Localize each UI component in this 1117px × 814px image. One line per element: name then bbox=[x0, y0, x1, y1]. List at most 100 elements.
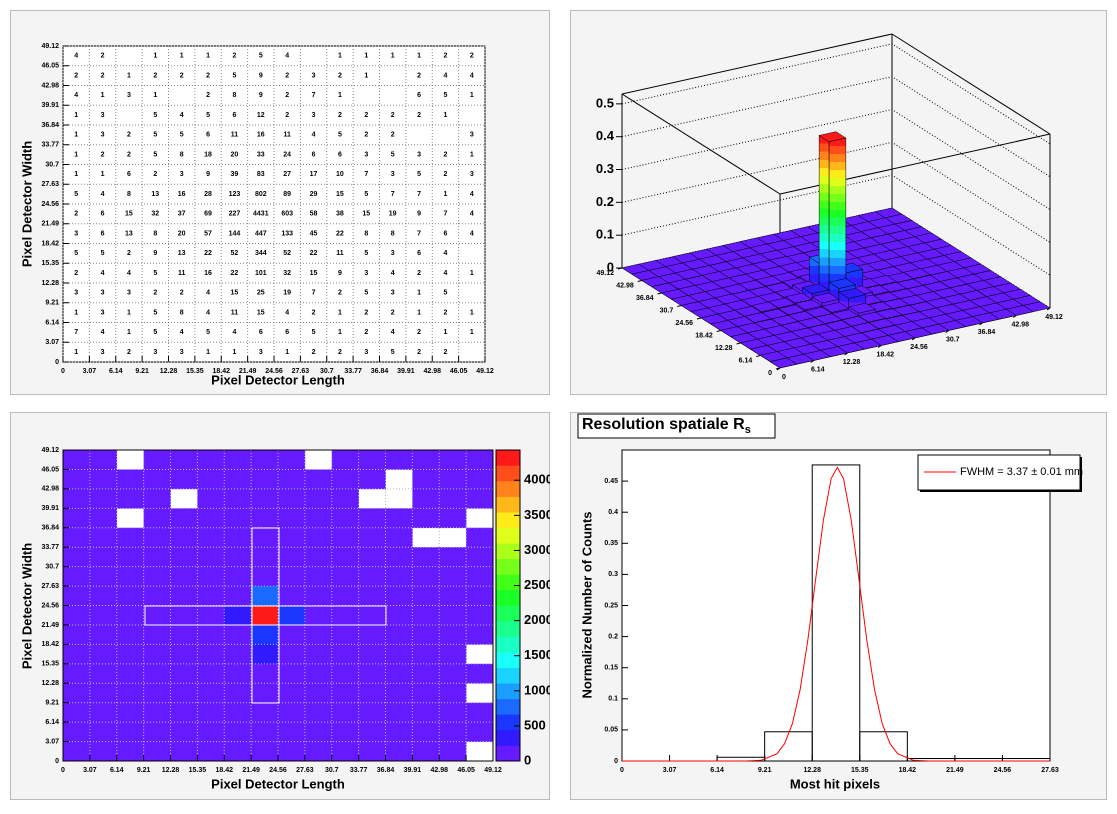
heatmap-cell bbox=[304, 508, 333, 529]
colorbar-band bbox=[496, 496, 520, 513]
x-tick-label: 30.7 bbox=[325, 767, 339, 774]
cell-value: 2 bbox=[391, 132, 395, 139]
cell-value: 4 bbox=[180, 329, 184, 336]
x-tick-label: 18.42 bbox=[215, 767, 233, 774]
heatmap-cell bbox=[63, 527, 91, 548]
heatmap-cell bbox=[116, 683, 144, 703]
x-tick-label: 33.77 bbox=[344, 368, 362, 375]
colorbar-band bbox=[496, 698, 520, 715]
x-tick-label: 6.14 bbox=[110, 767, 124, 774]
cell-value: 4 bbox=[127, 270, 131, 277]
cell-value: 1 bbox=[470, 270, 474, 277]
colorbar-tick-label: 1000 bbox=[524, 682, 553, 697]
y-tick-label: 15.35 bbox=[41, 661, 59, 668]
heatmap-cell bbox=[278, 741, 306, 762]
cell-value: 1 bbox=[338, 329, 342, 336]
y-tick-label: 12.28 bbox=[41, 280, 59, 287]
cell-value: 1 bbox=[101, 171, 105, 178]
heatmap-cell bbox=[304, 586, 333, 606]
cell-value: 2 bbox=[74, 270, 78, 277]
colorbar-tick-label: 2000 bbox=[524, 612, 553, 627]
heatmap-cell bbox=[170, 702, 198, 723]
cell-value: 2 bbox=[312, 309, 316, 316]
cell-value: 4 bbox=[470, 72, 474, 79]
x-tick-label: 30.7 bbox=[320, 368, 334, 375]
cell-value: 7 bbox=[391, 191, 395, 198]
heatmap-cell bbox=[143, 566, 171, 587]
cell-value: 22 bbox=[231, 270, 239, 277]
cell-value: 5 bbox=[74, 191, 78, 198]
cell-value: 1 bbox=[206, 53, 210, 60]
heatmap-cell bbox=[412, 450, 440, 470]
heatmap-cell bbox=[251, 663, 279, 684]
lego-top bbox=[769, 357, 798, 369]
cell-value: 4 bbox=[74, 53, 78, 60]
y-tick-label: 18.42 bbox=[41, 641, 59, 648]
cell-value: 83 bbox=[257, 171, 265, 178]
heatmap-cell bbox=[63, 624, 91, 645]
heatmap-cell bbox=[116, 566, 144, 587]
cell-value: 4 bbox=[101, 191, 105, 198]
x-axis-title: Pixel Detector Length bbox=[211, 372, 345, 387]
cell-value: 2 bbox=[74, 72, 78, 79]
y-tick-label: 27.63 bbox=[41, 583, 59, 590]
heatmap-cell bbox=[89, 488, 118, 509]
heatmap-cell bbox=[116, 741, 144, 762]
cell-value: 2 bbox=[206, 92, 210, 99]
heatmap-cell bbox=[170, 605, 198, 626]
cell-value: 4 bbox=[232, 329, 236, 336]
x-tick-label: 15.35 bbox=[186, 368, 204, 375]
cell-value: 1 bbox=[74, 112, 78, 119]
cell-value: 4 bbox=[74, 92, 78, 99]
cell-value: 5 bbox=[206, 112, 210, 119]
cell-value: 3 bbox=[417, 151, 421, 158]
cell-value: 5 bbox=[312, 329, 316, 336]
heatmap-cell bbox=[197, 722, 225, 742]
cell-value: 2 bbox=[338, 290, 342, 297]
cell-value: 7 bbox=[443, 211, 447, 218]
heatmap-cell bbox=[170, 644, 198, 665]
colorbar-band bbox=[496, 543, 520, 560]
heatmap-cell bbox=[331, 586, 359, 606]
heatmap-cell bbox=[143, 488, 171, 509]
cell-value: 123 bbox=[229, 191, 241, 198]
heatmap-cell bbox=[170, 741, 198, 762]
heatmap-cell bbox=[412, 741, 440, 762]
heatmap-cell bbox=[224, 450, 252, 470]
y-tick-label: 39.91 bbox=[41, 505, 59, 512]
colorbar-band bbox=[496, 667, 520, 684]
y-axis-title: Pixel Detector Width bbox=[19, 543, 34, 669]
cell-value: 15 bbox=[336, 191, 344, 198]
cell-value: 2 bbox=[285, 92, 289, 99]
heatmap-cell bbox=[63, 469, 91, 490]
heatmap-cell bbox=[89, 508, 118, 529]
cell-value: 344 bbox=[255, 250, 267, 257]
cell-value: 19 bbox=[389, 211, 397, 218]
x-tick-label: 12.28 bbox=[843, 359, 861, 366]
heatmap-cell bbox=[412, 586, 440, 606]
lego-top bbox=[811, 292, 840, 304]
heatmap-cell bbox=[116, 527, 144, 548]
lego-top bbox=[794, 299, 823, 311]
x-tick-label: 15.35 bbox=[851, 767, 869, 774]
lego-top bbox=[821, 302, 850, 313]
cell-value: 5 bbox=[153, 329, 157, 336]
cell-value: 5 bbox=[364, 250, 368, 257]
cell-value: 5 bbox=[206, 329, 210, 336]
heatmap-cell bbox=[89, 605, 118, 626]
heatmap-cell bbox=[63, 702, 91, 723]
cell-value: 5 bbox=[364, 290, 368, 297]
x-tick bbox=[877, 345, 882, 348]
cell-value: 1 bbox=[101, 92, 105, 99]
heatmap-cell bbox=[466, 488, 494, 509]
heatmap-cell bbox=[331, 663, 359, 684]
heatmap-cell bbox=[358, 566, 386, 587]
x-tick-label: 49.12 bbox=[476, 368, 494, 375]
cell-value: 6 bbox=[101, 211, 105, 218]
y-tick-label: 49.12 bbox=[596, 270, 614, 277]
x-tick-label: 24.56 bbox=[269, 767, 287, 774]
heatmap-cell bbox=[358, 624, 386, 645]
lego-top bbox=[750, 301, 780, 313]
cell-value: 603 bbox=[281, 211, 293, 218]
y-tick bbox=[756, 355, 761, 357]
